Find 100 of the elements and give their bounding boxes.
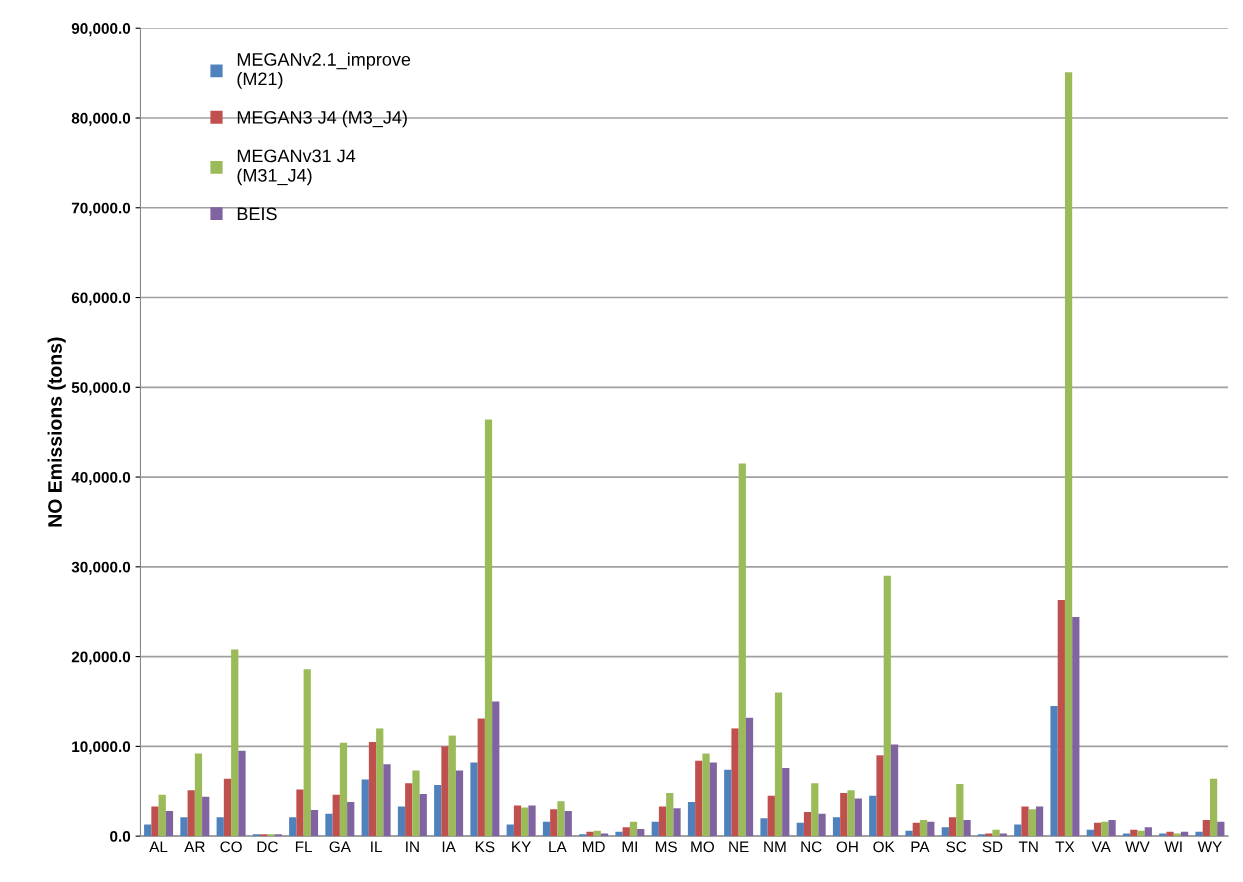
bar: [477, 718, 485, 837]
bar: [1173, 833, 1181, 837]
bar: [238, 750, 246, 837]
bar: [956, 784, 964, 837]
bar: [325, 813, 333, 837]
x-tick-label: OK: [873, 841, 895, 853]
bar: [492, 701, 500, 837]
bar: [1093, 822, 1102, 837]
bar: [796, 822, 804, 837]
x-tick-label: FL: [295, 841, 313, 853]
bar: [658, 806, 667, 837]
bar: [470, 762, 478, 837]
bar: [144, 824, 152, 837]
bar: [1064, 72, 1073, 837]
x-tick-label: MD: [583, 841, 605, 853]
bar: [455, 770, 464, 837]
x-tick-label: WY: [1197, 841, 1222, 853]
bar: [513, 805, 522, 837]
bar: [600, 833, 609, 837]
bar: [985, 833, 993, 837]
bar: [738, 463, 746, 837]
y-axis-title: NO Emissions (tons): [47, 337, 66, 527]
bar: [1209, 778, 1218, 837]
bar: [854, 798, 862, 837]
bar: [1035, 806, 1044, 837]
bar: [1144, 827, 1152, 837]
y-tick-label: 70,000.0: [71, 202, 131, 216]
bar: [223, 778, 232, 837]
bar: [912, 822, 920, 837]
x-tick-label: DC: [257, 841, 278, 853]
bar: [963, 819, 971, 837]
bar: [542, 821, 551, 837]
x-tick-label: WV: [1125, 841, 1150, 853]
bar: [557, 801, 565, 837]
bar: [629, 821, 638, 837]
bar: [484, 419, 493, 837]
y-tick-label: 40,000.0: [71, 471, 131, 485]
bar: [347, 802, 355, 837]
y-tick-label: 80,000.0: [71, 112, 131, 126]
y-tick-label: 0.0: [110, 831, 131, 842]
bar: [1122, 833, 1131, 837]
bar: [586, 831, 594, 837]
bar: [1137, 830, 1145, 837]
x-tick-label: PA: [911, 841, 930, 853]
bar: [151, 806, 159, 837]
bar: [941, 827, 949, 837]
bar: [376, 728, 384, 837]
bar: [811, 783, 819, 837]
bar: [434, 784, 442, 837]
bar: [564, 811, 572, 837]
bar: [1014, 824, 1022, 837]
bar: [550, 809, 558, 837]
bar: [187, 790, 195, 837]
bar: [919, 819, 928, 837]
x-tick-label: KY: [512, 841, 531, 853]
legend-label: MEGAN3 J4 (M3_J4): [237, 110, 407, 128]
x-tick-label: MS: [655, 841, 677, 853]
bar: [622, 827, 630, 837]
bar: [818, 813, 826, 837]
y-tick-label: 60,000.0: [71, 292, 131, 306]
bar: [760, 818, 768, 837]
y-tick-label: 50,000.0: [71, 382, 131, 396]
bar: [1086, 829, 1094, 837]
bar: [289, 817, 297, 837]
bar: [405, 783, 413, 837]
bar: [1217, 821, 1225, 837]
bar: [695, 760, 703, 837]
x-tick-label: TN: [1018, 841, 1038, 853]
legend-label: MEGANv31 J4 (M31_J4): [237, 149, 356, 186]
bar: [303, 669, 311, 837]
bar: [1050, 705, 1058, 837]
bar: [767, 795, 775, 837]
y-tick-label: 20,000.0: [71, 651, 131, 665]
x-tick-label: AR: [184, 841, 205, 853]
bar: [745, 717, 754, 837]
bar: [1072, 617, 1080, 837]
x-tick-label: IL: [371, 841, 382, 853]
bar: [1159, 833, 1167, 837]
x-tick-label: GA: [329, 841, 351, 853]
bar: [1028, 809, 1036, 837]
bar: [709, 762, 717, 837]
x-tick-label: NC: [801, 841, 822, 853]
bar: [840, 793, 848, 837]
bar: [1130, 829, 1138, 837]
bar: [666, 793, 674, 837]
bar: [731, 728, 739, 837]
bar: [1101, 821, 1109, 837]
bar: [651, 821, 659, 837]
bar: [883, 575, 891, 837]
y-tick-label: 10,000.0: [72, 741, 131, 755]
bar: [202, 796, 210, 837]
y-tick-label: 30,000.0: [71, 561, 131, 575]
bar: [702, 753, 710, 837]
bar: [1057, 600, 1065, 837]
bar: [999, 833, 1007, 837]
bar: [832, 817, 841, 837]
bar: [1166, 831, 1174, 837]
x-tick-label: OH: [836, 841, 858, 853]
bar: [869, 795, 877, 837]
bar: [673, 808, 681, 837]
